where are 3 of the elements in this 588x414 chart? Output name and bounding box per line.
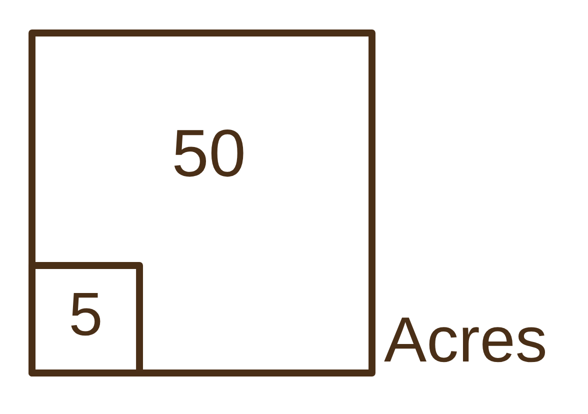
text: Acres (384, 318, 546, 362)
data-label: 5 (71, 293, 100, 336)
data-label: 50 (174, 129, 244, 177)
